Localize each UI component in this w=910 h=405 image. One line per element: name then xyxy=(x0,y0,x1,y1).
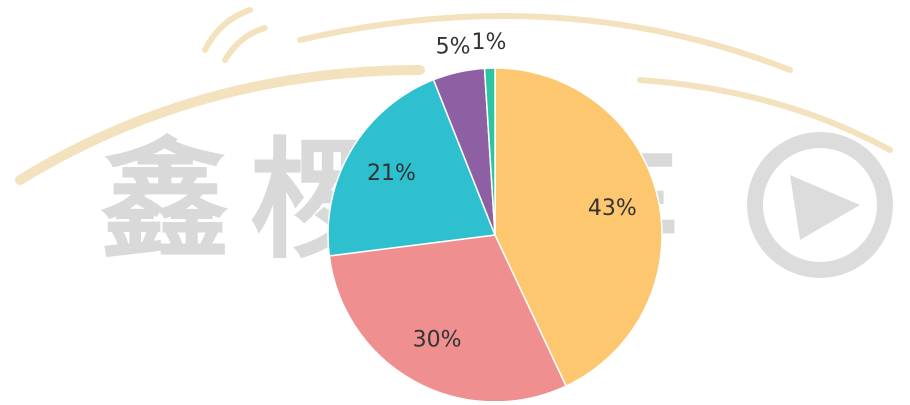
signal-arc xyxy=(202,7,253,53)
pie-slice xyxy=(494,67,663,388)
watermark-decoration xyxy=(15,7,893,278)
pie-slice xyxy=(483,67,496,236)
pie-slice xyxy=(327,78,497,257)
car-arc xyxy=(637,77,893,153)
pie-slice xyxy=(328,234,568,403)
wheel xyxy=(747,132,893,278)
data-label: 5% xyxy=(436,35,471,60)
car-arc xyxy=(15,65,425,185)
wheel-hub xyxy=(790,175,860,240)
data-label: 43% xyxy=(588,196,637,221)
car-arc xyxy=(297,13,793,73)
data-label: 30% xyxy=(413,327,462,352)
data-label: 21% xyxy=(367,161,416,186)
signal-arc xyxy=(222,25,268,63)
data-label: 1% xyxy=(472,30,507,55)
